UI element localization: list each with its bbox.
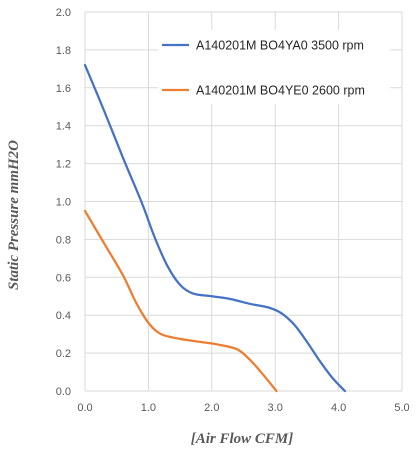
y-tick-label: 1.2	[56, 159, 71, 171]
y-tick-label: 0.2	[56, 348, 71, 360]
x-tick-label: 0.0	[77, 402, 92, 414]
chart-series-layer	[83, 63, 347, 393]
y-axis-title: Static Pressure mmH2O	[6, 140, 22, 290]
x-tick-label: 5.0	[394, 402, 409, 414]
x-axis-title: [Air Flow CFM]	[191, 431, 294, 447]
legend-background	[158, 30, 390, 104]
series-line-1	[83, 63, 347, 393]
x-tick-label: 3.0	[268, 402, 283, 414]
legend-label-2: A140201M BO4YE0 2600 rpm	[196, 84, 365, 98]
y-tick-label: 2.0	[56, 7, 71, 19]
y-tick-label: 1.8	[56, 45, 71, 57]
x-tick-label: 1.0	[141, 402, 156, 414]
y-tick-label: 1.6	[56, 83, 71, 95]
x-tick-label: 2.0	[204, 402, 219, 414]
series-line-2	[83, 209, 278, 393]
y-tick-label: 0.6	[56, 272, 71, 284]
x-tick-label: 4.0	[331, 402, 346, 414]
y-tick-label: 0.4	[56, 310, 71, 322]
y-tick-label: 0.0	[56, 386, 71, 398]
chart-legend: A140201M BO4YA0 3500 rpm A140201M BO4YE0 …	[162, 39, 365, 98]
y-tick-label: 0.8	[56, 234, 71, 246]
chart-grid	[84, 11, 403, 392]
y-tick-label: 1.4	[56, 121, 71, 133]
y-tick-label: 1.0	[56, 197, 71, 209]
chart-tick-labels: 0.0 1.0 2.0 3.0 4.0 5.0 0.0 0.2 0.4 0.6 0.8 1.0 1.2 1…	[56, 7, 410, 414]
legend-label-1: A140201M BO4YA0 3500 rpm	[196, 39, 364, 53]
